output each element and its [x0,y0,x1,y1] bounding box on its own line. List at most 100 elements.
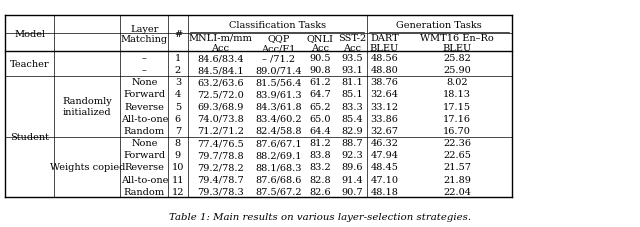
Text: Teacher: Teacher [10,60,49,69]
Text: 10: 10 [172,163,184,172]
Text: 2: 2 [175,66,181,75]
Text: 25.82: 25.82 [443,54,471,63]
Text: 83.4/60.2: 83.4/60.2 [255,114,301,123]
Text: 46.32: 46.32 [371,138,398,148]
Text: Randomly
initialized: Randomly initialized [63,97,112,116]
Text: 7: 7 [175,126,181,135]
Text: 11: 11 [172,175,184,184]
Text: 17.15: 17.15 [443,102,471,111]
Text: 81.5/56.4: 81.5/56.4 [255,78,301,87]
Text: All-to-one: All-to-one [120,175,168,184]
Text: 85.1: 85.1 [341,90,363,99]
Text: –: – [142,54,147,63]
Text: 48.80: 48.80 [371,66,398,75]
Text: 9: 9 [175,151,181,160]
Text: 87.6/68.6: 87.6/68.6 [255,175,301,184]
Text: 8: 8 [175,138,181,148]
Text: 63.2/63.6: 63.2/63.6 [197,78,244,87]
Text: 32.64: 32.64 [371,90,398,99]
Text: 3: 3 [175,78,181,87]
Text: 84.6/83.4: 84.6/83.4 [197,54,244,63]
Text: 79.7/78.8: 79.7/78.8 [197,151,244,160]
Text: 83.2: 83.2 [310,163,331,172]
Text: SST-2
Acc: SST-2 Acc [338,33,366,53]
Text: #: # [174,30,182,39]
Text: 61.2: 61.2 [310,78,331,87]
Text: 89.0/71.4: 89.0/71.4 [255,66,301,75]
Text: 92.3: 92.3 [341,151,363,160]
Text: All-to-one: All-to-one [120,114,168,123]
Text: 4: 4 [175,90,181,99]
Text: QNLI
Acc: QNLI Acc [307,33,334,53]
Text: 65.0: 65.0 [310,114,331,123]
Text: 33.86: 33.86 [371,114,398,123]
Text: 87.5/67.2: 87.5/67.2 [255,187,301,196]
Text: 82.9: 82.9 [341,126,363,135]
Text: QQP
Acc/F1: QQP Acc/F1 [261,33,296,53]
Text: 69.3/68.9: 69.3/68.9 [197,102,244,111]
Text: 83.3: 83.3 [341,102,363,111]
Text: None: None [131,138,157,148]
Text: 93.1: 93.1 [341,66,363,75]
Text: 84.5/84.1: 84.5/84.1 [197,66,244,75]
Text: 18.13: 18.13 [443,90,471,99]
Text: Reverse: Reverse [124,102,164,111]
Text: 87.6/67.1: 87.6/67.1 [255,138,301,148]
Text: Forward: Forward [124,151,165,160]
Text: 82.8: 82.8 [310,175,331,184]
Text: 83.8: 83.8 [310,151,331,160]
Text: Random: Random [124,126,165,135]
Text: 32.67: 32.67 [371,126,398,135]
Text: 88.1/68.3: 88.1/68.3 [255,163,301,172]
Text: 48.45: 48.45 [371,163,398,172]
Text: Random: Random [124,187,165,196]
Text: 22.04: 22.04 [443,187,471,196]
Text: Classification Tasks: Classification Tasks [228,20,326,30]
Text: 88.2/69.1: 88.2/69.1 [255,151,301,160]
Text: 83.9/61.3: 83.9/61.3 [255,90,301,99]
Text: 22.36: 22.36 [443,138,471,148]
Text: 81.1: 81.1 [341,78,363,87]
Text: 47.10: 47.10 [371,175,398,184]
Text: 85.4: 85.4 [341,114,363,123]
Text: Generation Tasks: Generation Tasks [397,20,482,30]
Text: –: – [142,66,147,75]
Text: 21.89: 21.89 [443,175,471,184]
Text: 82.6: 82.6 [310,187,331,196]
Text: 47.94: 47.94 [371,151,398,160]
Text: 8.02: 8.02 [446,78,468,87]
Text: 38.76: 38.76 [371,78,398,87]
Text: 33.12: 33.12 [371,102,398,111]
Text: MNLI-m/mm
Acc: MNLI-m/mm Acc [189,33,252,53]
Text: Model: Model [14,30,45,39]
Text: WMT16 En–Ro
BLEU: WMT16 En–Ro BLEU [420,33,494,53]
Text: 12: 12 [172,187,184,196]
Text: 74.0/73.8: 74.0/73.8 [197,114,244,123]
Text: – /71.2: – /71.2 [262,54,295,63]
Text: 89.6: 89.6 [341,163,363,172]
Text: 48.56: 48.56 [371,54,398,63]
Text: 71.2/71.2: 71.2/71.2 [197,126,244,135]
Text: 82.4/58.8: 82.4/58.8 [255,126,301,135]
Text: Forward: Forward [124,90,165,99]
Text: Student: Student [10,133,49,141]
Text: Table 1: Main results on various layer-selection strategies.: Table 1: Main results on various layer-s… [169,212,471,221]
Text: Reverse: Reverse [124,163,164,172]
Text: 25.90: 25.90 [443,66,471,75]
Text: 5: 5 [175,102,181,111]
Text: 21.57: 21.57 [443,163,471,172]
Text: 88.7: 88.7 [341,138,363,148]
Text: 6: 6 [175,114,181,123]
Text: 77.4/76.5: 77.4/76.5 [197,138,244,148]
Text: 64.7: 64.7 [310,90,331,99]
Text: Layer
Matching: Layer Matching [121,24,168,44]
Text: DART
BLEU: DART BLEU [370,33,399,53]
Text: None: None [131,78,157,87]
Text: 79.4/78.7: 79.4/78.7 [197,175,244,184]
Text: 81.2: 81.2 [310,138,331,148]
Text: 16.70: 16.70 [443,126,471,135]
Text: 79.2/78.2: 79.2/78.2 [197,163,244,172]
Text: 93.5: 93.5 [341,54,363,63]
Text: 79.3/78.3: 79.3/78.3 [197,187,244,196]
Text: 17.16: 17.16 [443,114,471,123]
